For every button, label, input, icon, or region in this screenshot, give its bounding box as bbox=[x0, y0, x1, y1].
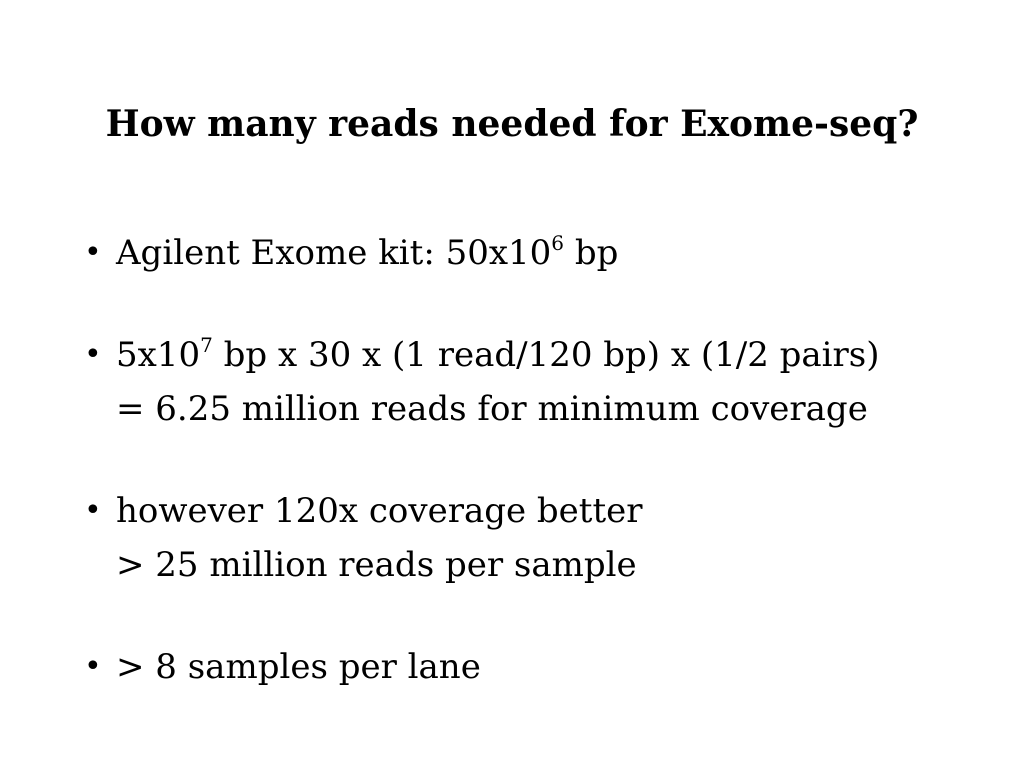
bullet-dot-icon: • bbox=[84, 649, 102, 684]
bullet-text: = 6.25 million reads for minimum coverag… bbox=[116, 389, 868, 429]
bullet-line: = 6.25 million reads for minimum coverag… bbox=[116, 382, 980, 436]
bullet-item: • however 120x coverage better > 25 mill… bbox=[80, 484, 980, 592]
bullet-text: Agilent Exome kit: 50x10 bbox=[116, 233, 552, 273]
bullet-line: however 120x coverage better bbox=[116, 484, 980, 538]
bullet-line: 5x107 bp x 30 x (1 read/120 bp) x (1/2 p… bbox=[116, 328, 980, 382]
bullet-line: > 8 samples per lane bbox=[116, 640, 980, 694]
bullet-text: bp bbox=[564, 233, 619, 273]
slide-title: How many reads needed for Exome-seq? bbox=[105, 103, 919, 145]
bullet-item: • 5x107 bp x 30 x (1 read/120 bp) x (1/2… bbox=[80, 328, 980, 436]
bullet-dot-icon: • bbox=[84, 337, 102, 372]
exponent: 7 bbox=[200, 333, 213, 357]
bullet-text: > 25 million reads per sample bbox=[116, 545, 637, 585]
bullet-text: however 120x coverage better bbox=[116, 491, 643, 531]
bullet-dot-icon: • bbox=[84, 235, 102, 270]
bullet-item: • > 8 samples per lane bbox=[80, 640, 980, 694]
bullet-item: • Agilent Exome kit: 50x106 bp bbox=[80, 226, 980, 280]
bullet-line: > 25 million reads per sample bbox=[116, 538, 980, 592]
bullet-dot-icon: • bbox=[84, 493, 102, 528]
bullet-text: bp x 30 x (1 read/120 bp) x (1/2 pairs) bbox=[212, 335, 880, 375]
bullet-list: • Agilent Exome kit: 50x106 bp • 5x107 b… bbox=[80, 226, 980, 742]
bullet-text: > 8 samples per lane bbox=[116, 647, 481, 687]
bullet-line: Agilent Exome kit: 50x106 bp bbox=[116, 226, 980, 280]
bullet-text: 5x10 bbox=[116, 335, 201, 375]
exponent: 6 bbox=[551, 231, 565, 255]
